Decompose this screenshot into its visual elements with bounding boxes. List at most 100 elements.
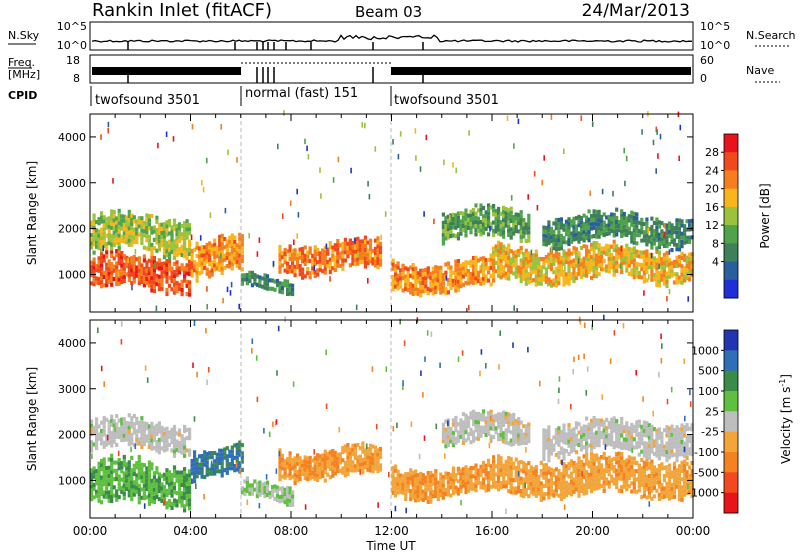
- heatmap-cell-band-1: [100, 420, 104, 425]
- heatmap-cell-band-5: [469, 474, 473, 479]
- heatmap-cell-band-1: [102, 244, 106, 249]
- heatmap-cell-band-1: [160, 243, 164, 248]
- heatmap-cell-band-1: [100, 240, 104, 245]
- heatmap-cell-band-1: [115, 237, 119, 242]
- heatmap-cell-band-7: [559, 480, 563, 485]
- heatmap-cell-band-0: [127, 273, 131, 278]
- heatmap-cell-band-8: [610, 224, 614, 229]
- heatmap-cell-band-8: [655, 449, 659, 454]
- heatmap-cell-band-5: [474, 268, 478, 273]
- heatmap-cell-band-7: [632, 266, 636, 271]
- heatmap-cell-band-0: [137, 475, 141, 480]
- heatmap-cell-band-7: [547, 495, 551, 500]
- heatmap-cell-band-1: [135, 437, 139, 442]
- heatmap-cell-band-8: [677, 439, 682, 444]
- heatmap-cell-band-5: [431, 266, 435, 271]
- heatmap-cell-band-1: [135, 240, 139, 245]
- heatmap-cell-band-0: [160, 282, 164, 287]
- heatmap-cell-band-6: [456, 438, 460, 443]
- heatmap-cell-band-2: [218, 255, 222, 260]
- heatmap-cell-band-1: [172, 218, 177, 223]
- heatmap-cell-band-8: [610, 220, 614, 225]
- heatmap-cell-band-4: [306, 464, 310, 469]
- heatmap-cell-band-5: [456, 479, 460, 484]
- heatmap-cell-band-2: [230, 237, 234, 242]
- heatmap-cell-band-7: [509, 257, 513, 262]
- heatmap-cell-band-8: [595, 443, 599, 448]
- heatmap-cell-band-1: [160, 425, 164, 430]
- heatmap-cell-band-0: [170, 266, 174, 271]
- heatmap-cell-band-8: [607, 223, 611, 228]
- heatmap-cell-band-5: [416, 291, 420, 296]
- heatmap-cell-band-4: [348, 238, 352, 243]
- heatmap-cell-band-1: [100, 231, 104, 236]
- heatmap-cell-band-7: [597, 456, 601, 461]
- heatmap-cell-band-7: [585, 486, 589, 491]
- heatmap-scatter-cell: [131, 284, 133, 291]
- heatmap-cell-band-0: [142, 283, 146, 288]
- heatmap-cell-band-5: [396, 261, 400, 266]
- heatmap-cell-band-8: [670, 428, 674, 433]
- heatmap-cell-band-8: [600, 219, 604, 224]
- heatmap-cell-band-0: [157, 266, 161, 271]
- heatmap-cell-band-7: [617, 472, 621, 477]
- heatmap-cell-band-6: [444, 444, 448, 449]
- heatmap-cell-band-6: [522, 440, 526, 445]
- heatmap-cell-band-5: [474, 280, 478, 285]
- heatmap-cell-band-7: [592, 478, 596, 483]
- heatmap-cell-band-0: [150, 263, 154, 268]
- heatmap-cell-band-7: [547, 478, 551, 483]
- heatmap-cell-band-7: [670, 269, 674, 274]
- heatmap-cell-band-7: [544, 467, 548, 472]
- heatmap-cell-band-7: [620, 464, 624, 469]
- heatmap-cell-band-8: [597, 209, 601, 214]
- heatmap-cell-band-6: [502, 439, 506, 444]
- heatmap-cell-band-0: [97, 260, 101, 265]
- heatmap-cell-band-4: [291, 257, 295, 262]
- heatmap-cell-band-0: [175, 474, 179, 479]
- heatmap-cell-band-8: [625, 425, 629, 430]
- heatmap-cell-band-1: [112, 218, 116, 223]
- heatmap-cell-band-0: [157, 497, 161, 502]
- heatmap-cell-band-4: [313, 274, 317, 279]
- heatmap-cell-band-1: [125, 232, 129, 237]
- heatmap-cell-band-8: [559, 434, 563, 439]
- heatmap-cell-band-5: [451, 487, 455, 492]
- heatmap-cell-band-0: [127, 493, 131, 498]
- nsky-tick-low: 10^0: [57, 39, 87, 52]
- heatmap-cell-band-7: [527, 272, 531, 277]
- heatmap-cell-band-1: [175, 244, 179, 249]
- heatmap-cell-band-4: [368, 259, 373, 264]
- heatmap-cell-band-7: [579, 476, 584, 481]
- heatmap-cell-band-7: [645, 261, 649, 266]
- heatmap-cell-band-7: [607, 480, 611, 485]
- heatmap-cell-band-1: [135, 235, 139, 240]
- heatmap-cell-band-7: [517, 477, 521, 482]
- heatmap-cell-band-8: [632, 224, 636, 229]
- heatmap-cell-band-6: [519, 428, 523, 433]
- heatmap-scatter-cell: [146, 377, 149, 383]
- heatmap-cell-band-5: [431, 291, 435, 296]
- heatmap-cell-band-3: [283, 496, 287, 501]
- heatmap-cell-band-4: [318, 470, 322, 475]
- heatmap-cell-band-8: [670, 235, 674, 240]
- heatmap-cell-band-8: [647, 448, 651, 453]
- heatmap-scatter-cell: [100, 365, 103, 372]
- heatmap-cell-band-5: [416, 489, 420, 494]
- heatmap-cell-band-2: [218, 452, 222, 457]
- heatmap-cell-band-8: [600, 214, 604, 219]
- heatmap-cell-band-2: [230, 258, 234, 263]
- heatmap-cell-band-7: [519, 262, 523, 267]
- heatmap-cell-band-0: [185, 283, 189, 288]
- heatmap-cell-band-4: [368, 451, 373, 456]
- heatmap-cell-band-8: [620, 425, 624, 430]
- heatmap-cell-band-7: [499, 481, 503, 486]
- heatmap-cell-band-1: [105, 442, 109, 447]
- heatmap-cell-band-0: [92, 269, 96, 274]
- heatmap-cell-band-7: [557, 481, 561, 486]
- heatmap-cell-band-4: [358, 446, 362, 451]
- heatmap-scatter-cell: [455, 167, 457, 174]
- heatmap-cell-band-1: [100, 437, 104, 442]
- heatmap-cell-band-8: [587, 225, 591, 230]
- heatmap-cell-band-4: [351, 249, 355, 254]
